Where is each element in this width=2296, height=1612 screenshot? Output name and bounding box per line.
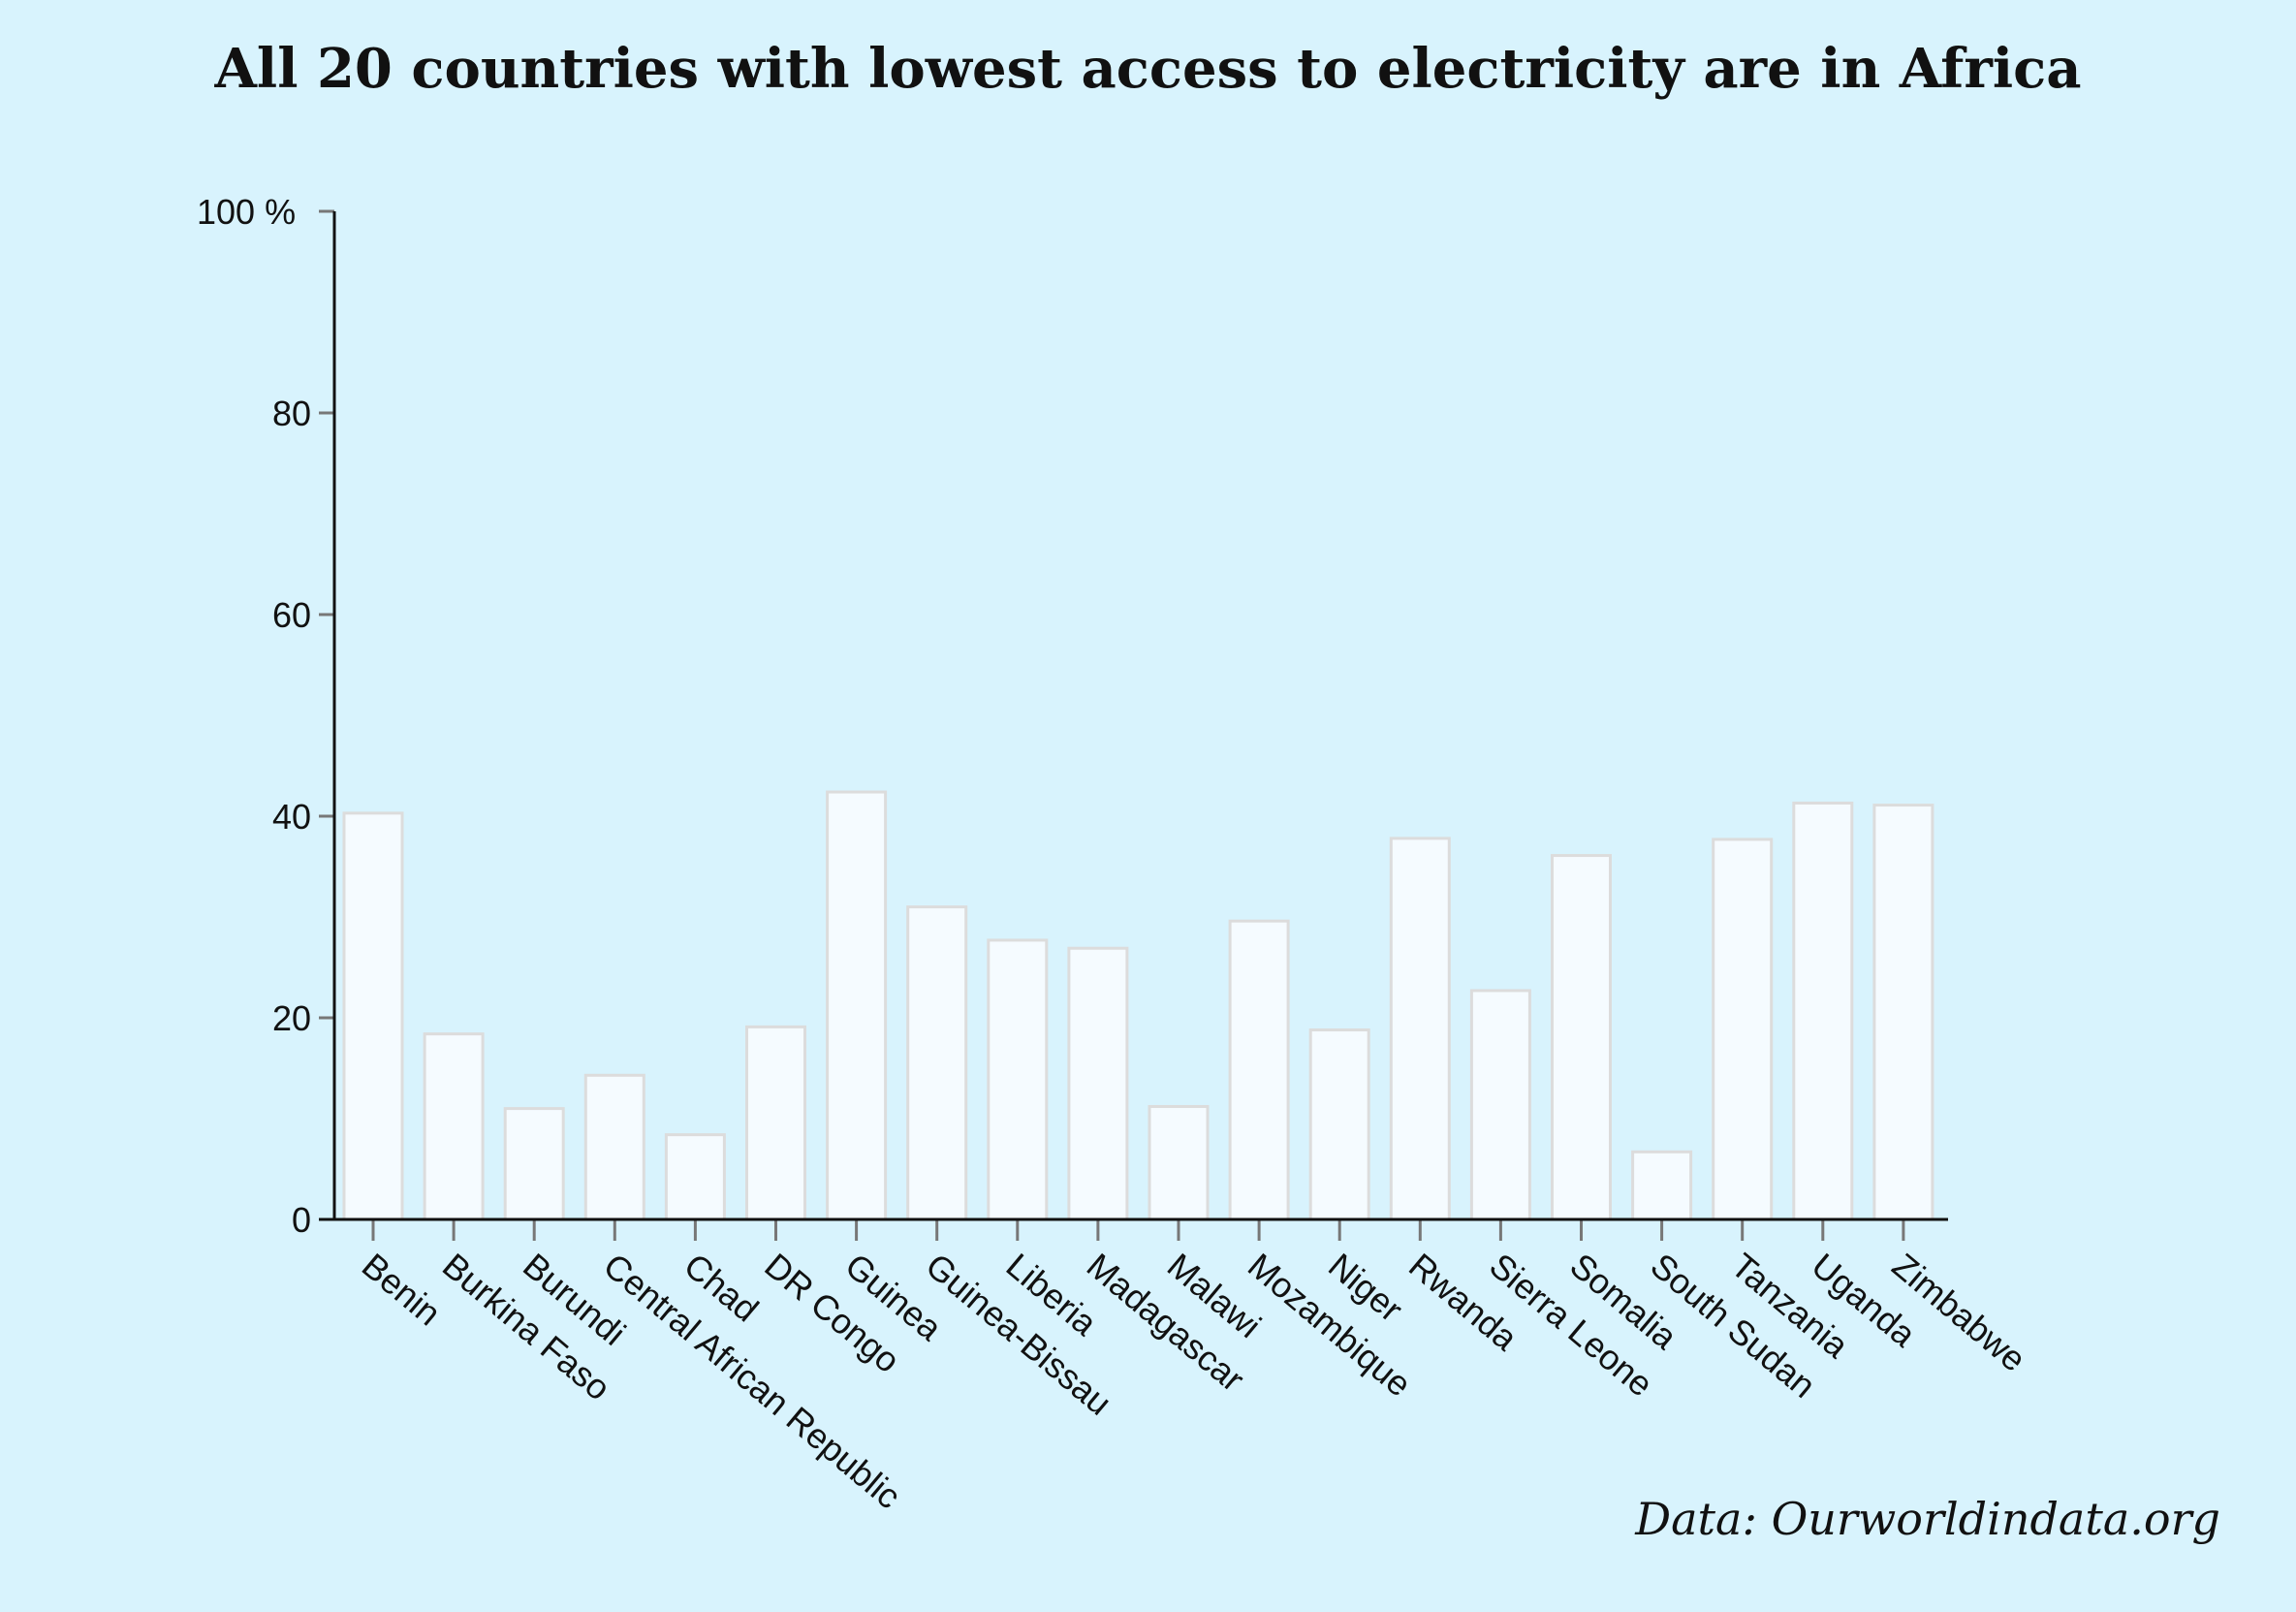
bar <box>1308 1027 1370 1221</box>
y-tick-label: 0 <box>292 1200 311 1240</box>
y-tick-label: 20 <box>272 998 311 1038</box>
bar <box>583 1073 645 1221</box>
bar <box>987 938 1049 1221</box>
x-tick-label: Benin <box>355 1246 449 1334</box>
bar <box>1469 989 1531 1221</box>
bar <box>826 790 888 1221</box>
bar <box>906 905 968 1221</box>
bar <box>1067 946 1129 1221</box>
source-note: Data: Ourworldindata.org <box>1635 1493 2220 1545</box>
y-axis-ticks <box>319 209 334 1221</box>
bar <box>503 1107 565 1221</box>
y-tick-label: 40 <box>272 797 311 837</box>
y-axis-labels: 0 20 40 60 80 100 % <box>197 192 311 1240</box>
bar <box>1389 837 1451 1221</box>
chart-title: All 20 countries with lowest access to e… <box>214 37 2082 101</box>
bar <box>342 811 404 1221</box>
bar <box>1712 838 1774 1221</box>
bar <box>1792 801 1854 1221</box>
bar <box>1872 804 1934 1221</box>
bar <box>1228 919 1290 1221</box>
bar <box>1631 1150 1693 1221</box>
bar <box>1551 854 1612 1221</box>
bar <box>1148 1105 1210 1221</box>
bar <box>745 1025 806 1221</box>
bars <box>342 790 1934 1221</box>
y-tick-label: 80 <box>272 394 311 433</box>
x-axis-ticks <box>371 1219 1905 1241</box>
bar <box>423 1032 485 1221</box>
y-tick-label: 60 <box>272 595 311 635</box>
y-tick-label: 100 % <box>197 192 296 232</box>
bar <box>664 1133 726 1221</box>
